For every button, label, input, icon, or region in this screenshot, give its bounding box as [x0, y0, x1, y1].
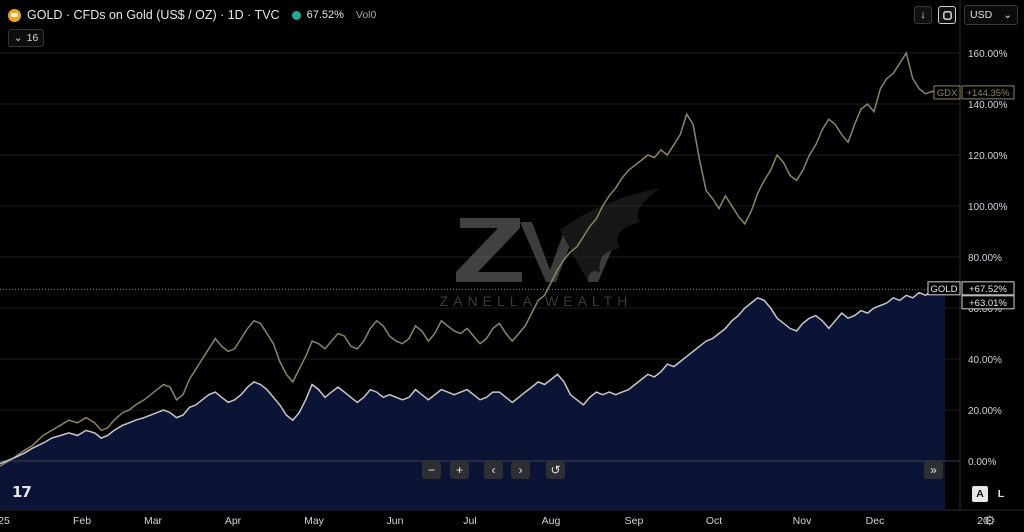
x-tick-label: Nov [793, 515, 812, 527]
refresh-button[interactable] [938, 6, 956, 24]
y-tick-label: 140.00% [968, 100, 1008, 111]
currency-select[interactable]: USD ⌄ [964, 5, 1018, 25]
log-scale-button[interactable]: L [997, 488, 1005, 500]
y-tick-label: 40.00% [968, 355, 1002, 366]
gdx-value-box [961, 85, 1015, 100]
gdx-series-name: GDX [937, 88, 958, 99]
zoom-out-button[interactable]: − [422, 461, 441, 479]
currency-value: USD [970, 9, 993, 21]
indicator-count: 16 [26, 32, 39, 44]
gold-series-name-box [927, 281, 961, 296]
gold-value-box [961, 281, 1015, 296]
x-tick-label: Jul [463, 515, 476, 527]
chevron-down-icon: ⌄ [1003, 9, 1012, 21]
arrow-down-icon: ↓ [920, 9, 926, 21]
x-tick-label: Apr [225, 515, 242, 527]
x-tick-label: Oct [706, 515, 722, 527]
minus-icon: − [427, 463, 435, 477]
symbol-header: GOLD · CFDs on Gold (US$ / OZ) · 1D · TV… [8, 6, 376, 24]
gold-secondary-box [961, 295, 1015, 310]
settings-icon[interactable]: ⚙ [984, 513, 996, 528]
x-tick-label: Feb [73, 515, 91, 527]
symbol-title[interactable]: GOLD · CFDs on Gold (US$ / OZ) · 1D · TV… [27, 8, 280, 22]
refresh-icon [942, 10, 952, 20]
y-tick-label: 20.00% [968, 406, 1002, 417]
x-tick-label: 25 [0, 515, 10, 527]
gdx-series-line[interactable] [0, 51, 946, 467]
tradingview-logo[interactable]: 17 [12, 483, 32, 501]
plus-icon: + [455, 463, 463, 477]
scroll-left-button[interactable]: ‹ [484, 461, 503, 479]
x-tick-label: Jun [387, 515, 404, 527]
gdx-series-name-box [933, 85, 961, 100]
gdx-value-label: +144.35% [966, 88, 1010, 99]
x-tick-label: 20 [977, 515, 989, 527]
gold-series-line[interactable] [0, 288, 946, 465]
gold-symbol-icon [8, 8, 21, 22]
x-tick-label: Dec [866, 515, 885, 527]
reset-icon: ↺ [550, 463, 561, 477]
watermark-logo [456, 188, 660, 282]
x-tick-label: Sep [625, 515, 644, 527]
chevron-down-icon: ⌄ [13, 32, 23, 44]
x-tick-label: Aug [542, 515, 561, 527]
double-chevron-right-icon: » [930, 463, 937, 477]
collapse-indicators-button[interactable]: ⌄ 16 [8, 29, 44, 47]
scroll-right-button[interactable]: › [511, 461, 530, 479]
gold-value-label: +67.52% [969, 284, 1007, 295]
download-button[interactable]: ↓ [914, 6, 932, 24]
y-tick-label: 80.00% [968, 253, 1002, 264]
volume-label: Vol0 [355, 9, 377, 21]
gold-secondary-label: +63.01% [969, 298, 1007, 309]
x-tick-label: Mar [144, 515, 163, 527]
zoom-in-button[interactable]: + [450, 461, 469, 479]
gold-area-fill [0, 288, 945, 510]
y-tick-label: 60.00% [968, 304, 1002, 315]
y-tick-label: 120.00% [968, 151, 1008, 162]
x-tick-label: May [304, 515, 325, 527]
reset-chart-button[interactable]: ↺ [546, 461, 565, 479]
gold-series-name: GOLD [931, 284, 958, 295]
go-to-realtime-button[interactable]: » [924, 461, 943, 479]
y-tick-label: 100.00% [968, 202, 1008, 213]
watermark-text: ZANELLA WEALTH [440, 293, 633, 309]
y-tick-label: 160.00% [968, 49, 1008, 60]
market-status-icon [291, 10, 301, 20]
symbol-value: 67.52% [306, 9, 344, 21]
y-tick-label: 0.00% [968, 457, 996, 468]
chevron-right-icon: › [518, 463, 523, 477]
chevron-left-icon: ‹ [491, 463, 496, 477]
auto-scale-button[interactable]: A [972, 486, 988, 502]
